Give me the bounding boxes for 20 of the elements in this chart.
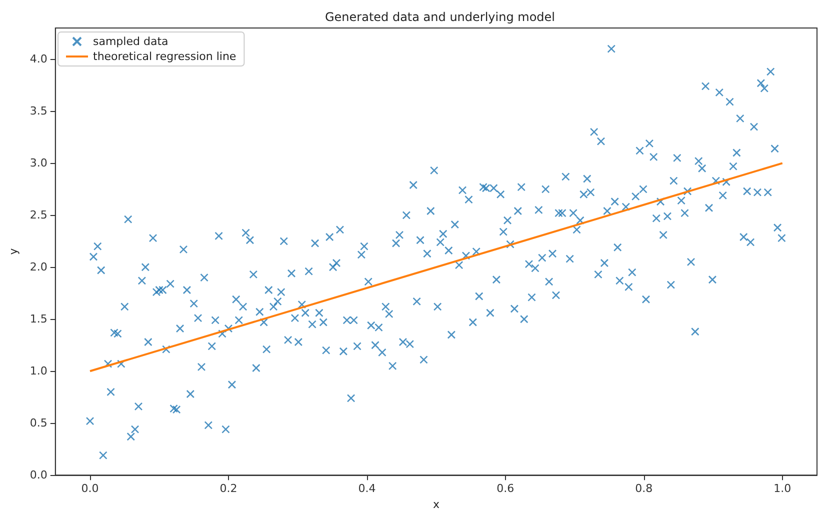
y-tick-label: 2.5 bbox=[30, 208, 48, 222]
y-tick-label: 0.0 bbox=[30, 468, 48, 482]
x-tick-label: 0.6 bbox=[496, 482, 514, 496]
y-tick-label: 1.0 bbox=[30, 364, 48, 378]
y-tick-label: 3.0 bbox=[30, 156, 48, 170]
chart-title: Generated data and underlying model bbox=[324, 10, 556, 24]
y-tick-label: 3.5 bbox=[30, 104, 48, 118]
x-tick-label: 0.4 bbox=[358, 482, 376, 496]
y-tick-label: 1.5 bbox=[30, 312, 48, 326]
y-axis-title: y bbox=[7, 248, 20, 255]
legend-label: sampled data bbox=[93, 35, 168, 48]
x-tick-label: 1.0 bbox=[774, 482, 792, 496]
x-axis-title: x bbox=[432, 498, 440, 511]
y-tick-label: 0.5 bbox=[30, 416, 48, 430]
x-tick-label: 0.2 bbox=[220, 482, 238, 496]
legend-label: theoretical regression line bbox=[93, 50, 236, 63]
y-tick-label: 4.0 bbox=[30, 52, 48, 66]
y-tick-label: 2.0 bbox=[30, 260, 48, 274]
x-tick-label: 0.8 bbox=[635, 482, 653, 496]
x-tick-label: 0.0 bbox=[81, 482, 99, 496]
